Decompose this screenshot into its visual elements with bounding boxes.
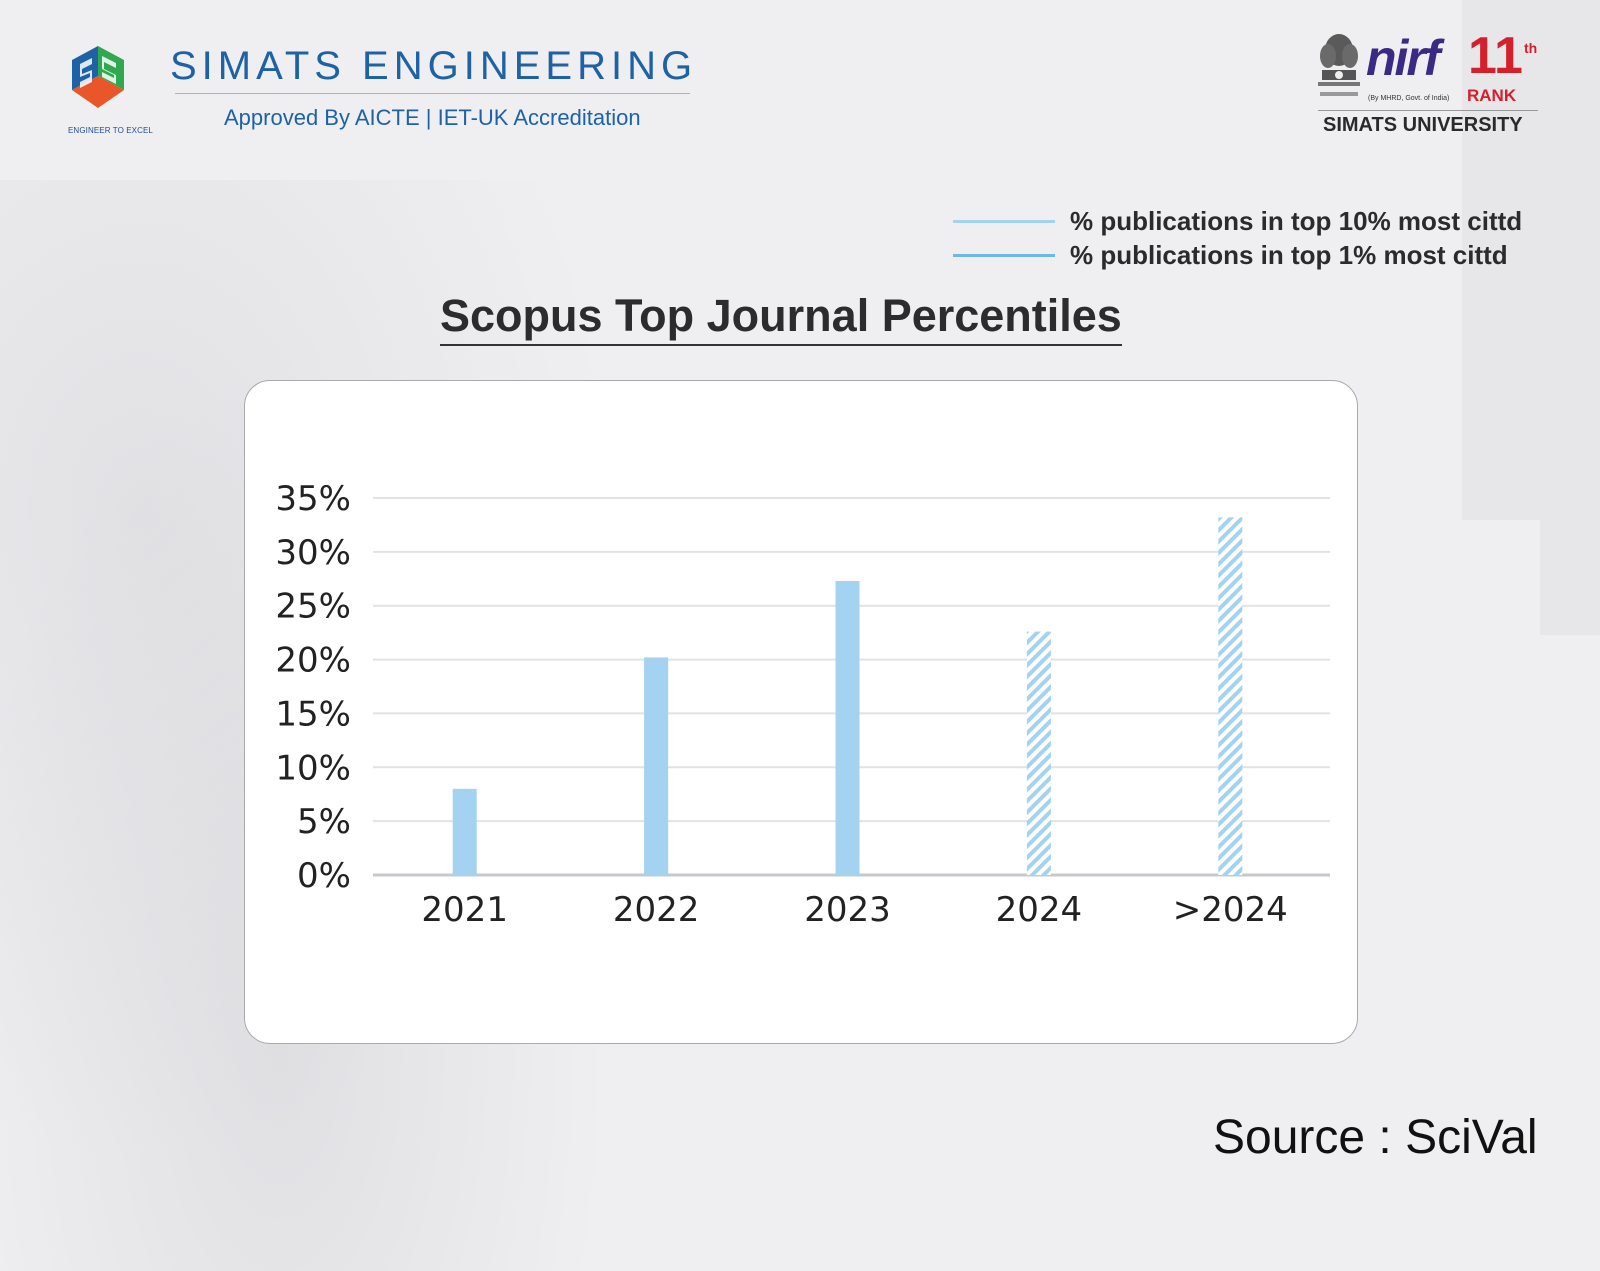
x-tick-label: 2022 (613, 890, 700, 930)
simats-logo-icon (72, 46, 124, 108)
source-note: Source : SciVal (1213, 1111, 1538, 1164)
legend-swatch (953, 220, 1055, 223)
bar-2024 (1026, 631, 1051, 875)
background-panel (1540, 520, 1600, 635)
divider (1318, 110, 1538, 111)
brand-tagline: ENGINEER TO EXCEL (68, 126, 153, 135)
y-tick-label: 15% (275, 694, 351, 734)
bar-2024 (1218, 517, 1243, 875)
y-tick-label: 10% (275, 748, 351, 788)
chart-title: Scopus Top Journal Percentiles (440, 290, 1122, 346)
x-tick-label: >2024 (1173, 890, 1288, 930)
nirf-rank-label: RANK (1467, 86, 1517, 105)
y-tick-label: 20% (275, 641, 351, 681)
nirf-rank-suffix: th (1524, 40, 1538, 56)
brand-subtitle: Approved By AICTE | IET-UK Accreditation (224, 105, 641, 130)
y-tick-label: 30% (275, 533, 351, 573)
legend-label: % publications in top 10% most cittd (1070, 206, 1523, 236)
y-tick-label: 5% (297, 802, 351, 842)
divider (175, 93, 690, 94)
bar-2021 (452, 788, 477, 875)
x-tick-label: 2021 (421, 890, 508, 930)
bar-chart: 0% 5% 10% 15% 20% 25% 30% 35% 2021 2022 2023 2024 >2… (275, 479, 1330, 930)
background-panel (1462, 0, 1600, 520)
chart-card: 0% 5% 10% 15% 20% 25% 30% 35% 2021 2022 2023 2024 >2… (244, 380, 1358, 1044)
national-emblem-icon (1318, 34, 1360, 96)
nirf-rank-number: 11 (1468, 27, 1523, 85)
legend-swatch (953, 254, 1055, 257)
nirf-note: (By MHRD, Govt. of India) (1368, 95, 1450, 102)
y-tick-label: 0% (297, 856, 351, 896)
bar-2023 (835, 580, 860, 875)
nirf-logo-text: nirf (1366, 30, 1441, 86)
bar-2022 (644, 657, 669, 875)
y-tick-label: 25% (275, 587, 351, 627)
brand-name: SIMATS ENGINEERING (170, 44, 698, 88)
y-tick-label: 35% (275, 479, 351, 519)
x-tick-label: 2023 (804, 890, 891, 930)
x-tick-label: 2024 (996, 890, 1083, 930)
university-name: SIMATS UNIVERSITY (1323, 114, 1523, 136)
legend-label: % publications in top 1% most cittd (1070, 240, 1508, 270)
